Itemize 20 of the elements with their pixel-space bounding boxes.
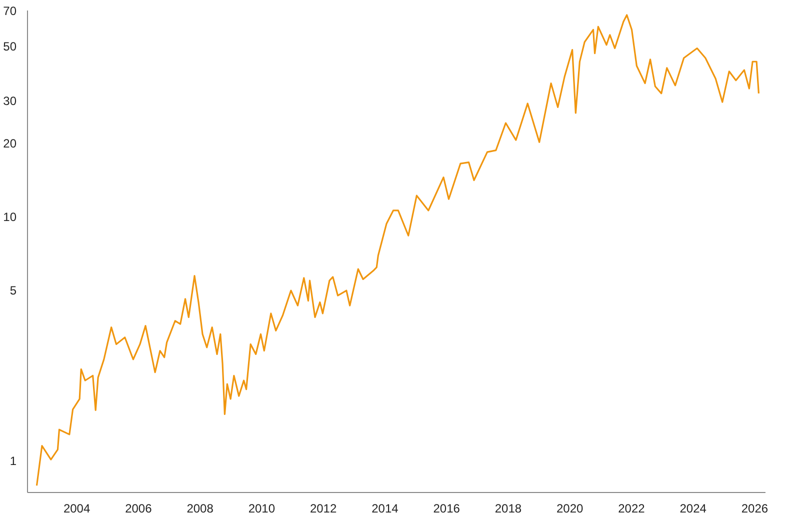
x-tick-label: 2016 [433,502,460,516]
x-tick-label: 2012 [310,502,337,516]
x-tick-label: 2022 [618,502,646,516]
y-tick-label: 50 [3,40,17,54]
x-tick-label: 2014 [372,502,399,516]
x-tick-label: 2006 [125,502,152,516]
x-tick-label: 2008 [186,502,214,516]
x-tick-label: 2020 [556,502,584,516]
y-tick-label: 1 [10,454,17,468]
x-tick-label: 2024 [680,502,707,516]
x-tick-label: 2026 [741,502,768,516]
y-tick-label: 10 [3,210,17,224]
y-tick-label: 70 [3,4,17,18]
x-tick-label: 2018 [494,502,522,516]
line-series [36,14,760,486]
x-tick-label: 2004 [63,502,90,516]
y-tick-label: 20 [3,136,17,151]
x-tick-label: 2010 [248,502,276,516]
y-tick-label: 30 [3,94,17,108]
y-tick-label: 5 [10,284,17,298]
